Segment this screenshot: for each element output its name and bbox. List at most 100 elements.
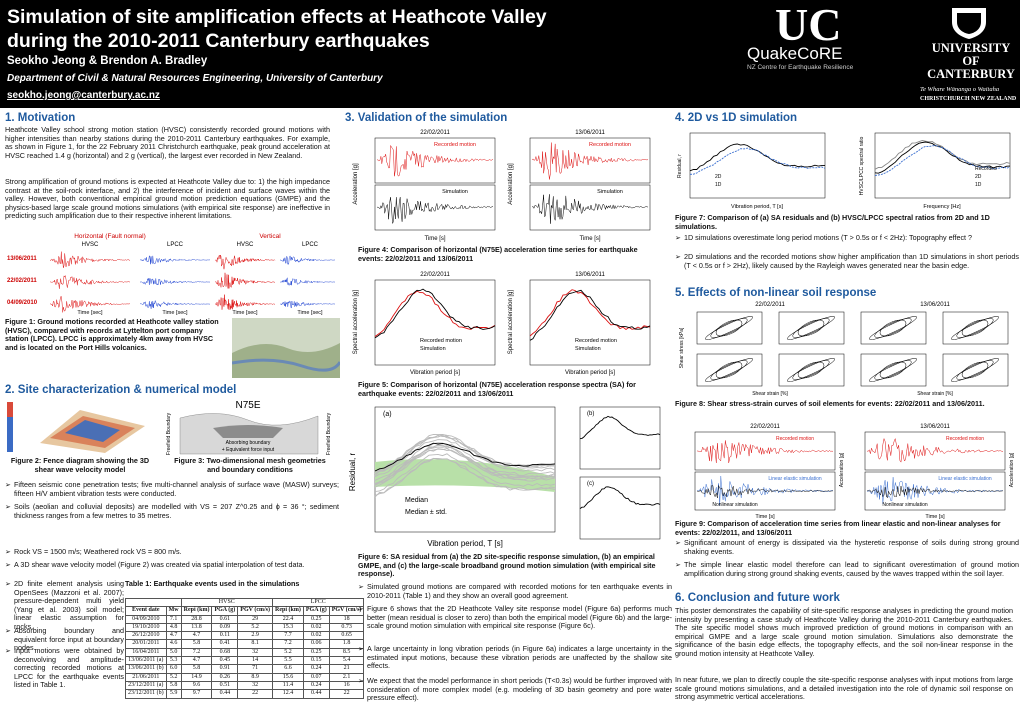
table-cell: 11.4: [272, 680, 304, 691]
table-cell: 0.15: [302, 656, 330, 666]
figure-label: Simulation: [597, 189, 623, 195]
figure-label: Simulation: [420, 346, 446, 352]
waveform: [531, 142, 649, 180]
figure-label: Acceleration [g]: [353, 163, 359, 205]
curve: [374, 444, 556, 484]
table-cell: 9.7: [180, 689, 213, 699]
table-cell: 0.09: [211, 622, 239, 633]
figure-label: HVSC: [237, 242, 254, 248]
email[interactable]: seokho.jeong@canterbury.ac.nz: [7, 90, 160, 101]
table-row: 16/04/2011 5.0 7.2 0.68 32 5.2 0.25 8.5: [125, 647, 365, 658]
table-cell: 20/01/2011: [125, 639, 167, 649]
table-cell: 7.7: [272, 631, 304, 641]
table-cell: 32: [237, 680, 274, 691]
waveform: [49, 296, 131, 313]
hysteresis-loop: [956, 360, 994, 380]
table-cell: Repi (km): [272, 606, 304, 616]
curve: [374, 442, 556, 472]
figure-label: Recorded motion: [589, 142, 631, 148]
figure-label: Vibration period [s]: [410, 370, 460, 376]
figure-label: Recorded motion: [776, 436, 814, 442]
table-cell: 14: [237, 656, 274, 666]
plot-frame: [864, 431, 1006, 471]
curve: [374, 442, 556, 481]
table-cell: 9.6: [180, 680, 213, 691]
curve: [529, 289, 651, 341]
table-cell: 5.0: [165, 647, 182, 658]
table-cell: PGA (g): [211, 606, 239, 616]
figure-label: Absorbing boundary: [226, 440, 271, 446]
table-cell: 6.6: [272, 664, 304, 674]
table-cell: 4.6: [165, 639, 182, 649]
table-row: 26/12/2010 4.7 4.7 0.11 2.9 7.7 0.02 0.65: [125, 631, 365, 641]
table-cell: 0.24: [302, 664, 330, 674]
waveform: [696, 484, 833, 499]
plot-frame: [529, 279, 651, 366]
figure-label: (c): [587, 481, 594, 487]
uc-logo: UC: [775, 0, 842, 50]
header-band: [0, 0, 1020, 108]
table-cell: 5.8: [180, 639, 213, 649]
affiliation: Department of Civil & Natural Resources …: [7, 73, 383, 84]
bullet: Rock VS = 1500 m/s; Weathered rock VS = …: [5, 547, 339, 557]
figure-label: LPCC: [302, 242, 319, 248]
figure-label: Recorded motion: [575, 338, 617, 344]
bullet: The simple linear elastic model therefor…: [675, 560, 1019, 578]
plot-frame: [860, 353, 927, 387]
table-cell: 5.3: [165, 656, 182, 666]
figure-label: 1D: [715, 182, 722, 188]
bullet: Input motions were obtained by deconvolv…: [5, 646, 124, 690]
section-heading: 4. 2D vs 1D simulation: [675, 112, 798, 124]
hysteresis-loop: [710, 360, 748, 380]
waveform: [866, 437, 1004, 463]
figure-label: Recorded motion: [946, 436, 984, 442]
plot-frame: [778, 311, 845, 345]
map: [232, 318, 340, 378]
bullet: A large uncertainty in long vibration pe…: [358, 644, 672, 671]
table-cell: 5.2: [272, 647, 304, 658]
curve: [689, 147, 826, 175]
figure-label: 22/02/2011: [7, 278, 37, 284]
table-row: 04/09/2010 7.1 28.8 0.61 29 22.4 0.25 18: [125, 614, 365, 624]
figure-label: Freefield Boundary: [166, 412, 172, 455]
table-cell: 2.9: [237, 631, 274, 641]
figure-label: Nonlinear simulation: [712, 502, 758, 508]
waveform: [49, 251, 131, 268]
table-row: 13/06/2011 (a) 5.3 4.7 0.45 14 5.5 0.15 5.4: [125, 656, 365, 666]
figure-label: 13/06/2011: [920, 302, 950, 308]
figure-8: 22/02/2011 13/06/2011 Shear stress [kPa] Sh…: [679, 302, 1009, 397]
hysteresis-loop: [787, 316, 835, 340]
soil: [213, 425, 283, 438]
figure-label: Acceleration [g]: [1009, 452, 1015, 487]
figure-label: 13/06/2011: [7, 256, 37, 262]
figure-label: 1D: [975, 182, 982, 188]
waveform: [214, 272, 276, 289]
figure-label: Shear strain [%]: [752, 391, 788, 397]
figure-label: HVSC/LPCC spectral ratio: [859, 136, 865, 195]
figure-caption: Figure 9: Comparison of acceleration tim…: [675, 519, 1001, 537]
hysteresis-loop: [797, 319, 825, 337]
plot-frame: [689, 132, 826, 199]
table-cell: 0.02: [302, 631, 330, 641]
table-cell: 22.4: [272, 614, 304, 624]
waveform: [376, 144, 494, 177]
figure-label: (b): [587, 411, 594, 417]
figure-label: Time [s]: [579, 236, 600, 242]
figure-label: 22/02/2011: [750, 424, 780, 430]
waveform: [140, 277, 211, 286]
figure-label: Time [sec]: [162, 310, 188, 316]
table-cell: 4.7: [165, 631, 182, 641]
curve: [579, 415, 661, 440]
plot-frame: [374, 279, 496, 366]
university-name: UNIVERSITY OF CANTERBURY: [927, 41, 1015, 81]
figure-label: 22/02/2011: [420, 272, 450, 278]
curve: [374, 457, 556, 497]
figure-label: Simulation: [442, 189, 468, 195]
figure-label: Time [s]: [925, 514, 945, 520]
table-cell: 4.7: [180, 656, 213, 666]
plot-frame: [860, 311, 927, 345]
figure-label: Time [sec]: [297, 310, 323, 316]
plot-frame: [874, 132, 1011, 199]
table-row: 23/12/2011 (a) 5.8 9.6 0.51 32 11.4 0.24 16: [125, 680, 365, 691]
